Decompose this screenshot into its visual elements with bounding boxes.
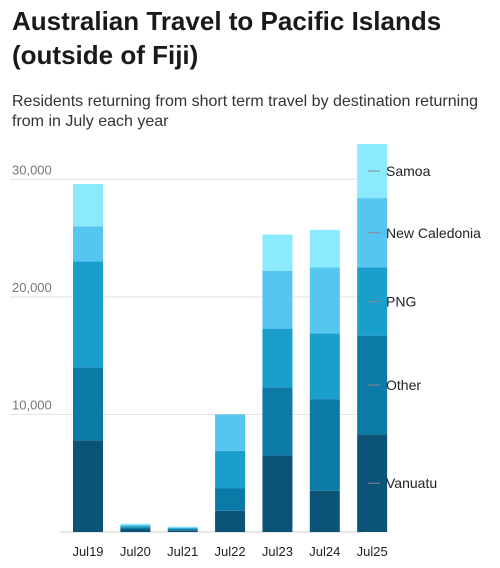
x-tick-label: Jul24 — [309, 544, 340, 559]
bar-segment — [262, 387, 293, 456]
bar-segment — [309, 399, 340, 491]
bar-segment — [167, 526, 198, 528]
series-label: Samoa — [386, 163, 431, 179]
bar-segment — [215, 510, 246, 532]
bar-segment — [215, 414, 246, 451]
series-label: Other — [386, 377, 421, 393]
x-tick-label: Jul23 — [262, 544, 293, 559]
y-axis-ticks: 10,000 20,000 30,000 — [12, 162, 52, 412]
chart-title: Australian Travel to Pacific Islands (ou… — [12, 6, 442, 70]
bar-segment — [309, 229, 340, 268]
bar-segment — [73, 440, 103, 532]
gridlines — [10, 178, 362, 533]
bar-segment — [167, 527, 198, 529]
bar-segment — [309, 490, 340, 532]
x-tick-label: Jul25 — [357, 544, 388, 559]
bar-segment — [215, 488, 246, 511]
series-label: New Caledonia — [386, 225, 481, 241]
bar-segment — [120, 529, 151, 532]
bar-segment — [167, 529, 198, 531]
y-tick-label: 10,000 — [12, 397, 52, 412]
y-tick-label: 20,000 — [12, 280, 52, 295]
bar-segment — [120, 524, 151, 527]
x-tick-label: Jul19 — [72, 544, 103, 559]
chart-subtitle: Residents returning from short term trav… — [12, 93, 478, 130]
bar-segment — [262, 270, 293, 329]
series-label: PNG — [386, 294, 416, 310]
bar-segment — [73, 261, 103, 368]
series-labels: Vanuatu Other PNG New Caledonia Samoa — [368, 163, 481, 491]
bar-segment — [73, 183, 103, 227]
y-tick-label: 30,000 — [12, 162, 52, 177]
bars — [73, 144, 388, 532]
x-tick-label: Jul21 — [167, 544, 198, 559]
bar-segment — [120, 527, 151, 530]
bar-segment — [215, 450, 246, 489]
bar-segment — [73, 367, 103, 441]
bar-segment — [167, 528, 198, 530]
bar-segment — [262, 328, 293, 388]
bar-segment — [309, 333, 340, 400]
bar-segment — [120, 523, 151, 525]
bar-segment — [120, 526, 151, 528]
bar-segment — [262, 234, 293, 271]
x-axis-ticks: Jul19 Jul20 Jul21 Jul22 Jul23 Jul24 Jul25 — [72, 544, 387, 559]
x-tick-label: Jul20 — [120, 544, 151, 559]
x-tick-label: Jul22 — [215, 544, 246, 559]
bar-segment — [167, 530, 198, 532]
series-label: Vanuatu — [386, 475, 437, 491]
bar-segment — [262, 455, 293, 532]
bar-segment — [73, 226, 103, 262]
bar-segment — [309, 267, 340, 334]
